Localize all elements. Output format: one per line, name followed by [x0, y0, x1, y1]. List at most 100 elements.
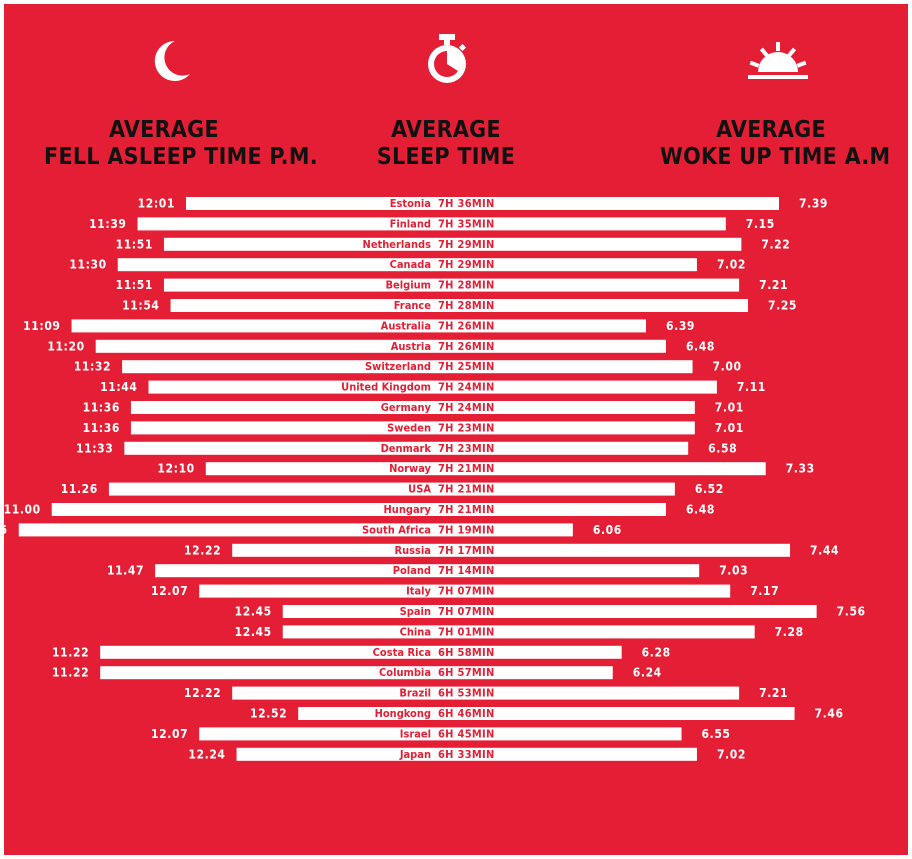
sleep-bar — [71, 319, 646, 333]
asleep-time-label: 11:09 — [23, 319, 60, 333]
woke-time-label: 6.58 — [708, 441, 737, 455]
country-label: Austria — [391, 340, 431, 353]
header-line: WOKE UP TIME A.M — [660, 144, 891, 170]
sleep-bar — [199, 727, 682, 741]
asleep-time-label: 11.00 — [4, 503, 41, 517]
header-fell-asleep: AVERAGE FELL ASLEEP TIME P.M. — [44, 117, 318, 171]
woke-time-label: 6.28 — [642, 645, 671, 659]
country-label: South Africa — [362, 523, 431, 536]
woke-time-label: 7.03 — [719, 564, 748, 578]
country-label: Netherlands — [363, 238, 432, 251]
sleep-bar — [130, 421, 695, 435]
sleep-bar — [18, 523, 573, 537]
asleep-time-label: 12.07 — [151, 584, 188, 598]
sleep-duration-label: 6H 33MIN — [438, 748, 495, 761]
stopwatch-icon — [428, 34, 467, 83]
sleep-bar — [186, 197, 779, 210]
asleep-time-label: 11:36 — [83, 421, 120, 435]
woke-time-label: 7.00 — [713, 360, 742, 374]
asleep-time-label: 11:54 — [122, 299, 159, 313]
header-line: SLEEP TIME — [376, 144, 516, 170]
woke-time-label: 6.06 — [593, 523, 622, 537]
country-label: Sweden — [387, 421, 431, 434]
woke-time-label: 6.39 — [666, 319, 695, 333]
sleep-bar — [51, 503, 666, 516]
country-label: Spain — [400, 605, 431, 618]
woke-time-label: 7.02 — [717, 258, 746, 272]
sleep-duration-label: 7H 21MIN — [438, 462, 495, 475]
country-label: Germany — [381, 401, 432, 414]
asleep-time-label: 11:20 — [47, 339, 84, 353]
woke-time-label: 7.39 — [799, 197, 828, 211]
sleep-bar — [124, 441, 689, 455]
sleep-duration-label: 7H 23MIN — [438, 421, 495, 434]
moon-icon — [154, 40, 190, 81]
country-label: USA — [408, 483, 431, 496]
asleep-time-label: 12.22 — [184, 686, 221, 700]
sleep-bar — [282, 625, 755, 639]
sunrise-icon — [748, 42, 808, 79]
asleep-time-label: 11:39 — [89, 217, 126, 231]
header-sleep-time: AVERAGE SLEEP TIME — [366, 117, 526, 171]
country-label: Poland — [393, 564, 431, 577]
asleep-time-label: 12.07 — [151, 727, 188, 741]
asleep-time-label: 12.45 — [235, 625, 272, 639]
asleep-time-label: 11.26 — [61, 482, 98, 496]
sleep-bar — [163, 237, 742, 251]
asleep-time-label: 11.47 — [107, 564, 144, 578]
woke-time-label: 7.21 — [759, 686, 788, 700]
sleep-bar — [155, 564, 700, 578]
sleep-duration-label: 7H 23MIN — [438, 442, 495, 455]
country-label: Hungary — [384, 503, 432, 516]
asleep-time-label: 11:33 — [76, 441, 113, 455]
header-line: AVERAGE — [716, 117, 826, 143]
asleep-time-label: 12.22 — [184, 543, 221, 557]
woke-time-label: 7.02 — [717, 747, 746, 761]
sleep-duration-label: 7H 26MIN — [438, 340, 495, 353]
woke-time-label: 6.48 — [686, 503, 715, 517]
sleep-duration-label: 7H 14MIN — [438, 564, 495, 577]
woke-time-label: 7.56 — [837, 605, 866, 619]
sleep-bar — [95, 339, 666, 353]
sleep-bar — [108, 482, 675, 496]
asleep-time-label: 10.45 — [0, 523, 8, 537]
country-label: Belgium — [386, 279, 431, 292]
asleep-time-label: 12.52 — [250, 707, 287, 721]
country-label: Denmark — [381, 442, 432, 455]
header-line: AVERAGE — [391, 117, 501, 143]
woke-time-label: 7.01 — [715, 421, 744, 435]
sleep-bar — [236, 747, 697, 761]
woke-time-label: 7.15 — [746, 217, 775, 231]
sleep-bar — [298, 707, 795, 720]
woke-time-label: 7.11 — [737, 380, 766, 394]
asleep-time-label: 12.45 — [235, 605, 272, 619]
sleep-duration-label: 6H 58MIN — [438, 646, 495, 659]
asleep-time-label: 11:30 — [69, 258, 106, 272]
asleep-time-label: 11.22 — [52, 666, 89, 680]
header-line: FELL ASLEEP TIME P.M. — [44, 144, 318, 170]
sleep-duration-label: 7H 24MIN — [438, 381, 495, 394]
sleep-bar — [117, 258, 697, 272]
country-label: Russia — [394, 544, 431, 557]
woke-time-label: 7.44 — [810, 543, 839, 557]
asleep-time-label: 11:32 — [74, 360, 111, 374]
sleep-duration-label: 7H 25MIN — [438, 360, 495, 373]
woke-time-label: 6.52 — [695, 482, 724, 496]
sleep-bar — [130, 401, 695, 414]
country-label: Norway — [389, 462, 431, 475]
country-label: Columbia — [379, 666, 431, 679]
woke-time-label: 7.33 — [786, 462, 815, 476]
sleep-duration-label: 7H 21MIN — [438, 483, 495, 496]
sleep-duration-label: 7H 24MIN — [438, 401, 495, 414]
sleep-bar — [100, 645, 622, 659]
header-line: AVERAGE — [109, 117, 219, 143]
country-label: Hongkong — [375, 707, 431, 720]
asleep-time-label: 12:10 — [157, 462, 194, 476]
country-label: Japan — [399, 748, 431, 761]
country-label: Switzerland — [365, 360, 431, 373]
country-label: Brazil — [399, 687, 431, 700]
asleep-time-label: 11:36 — [83, 401, 120, 415]
woke-time-label: 7.22 — [761, 237, 790, 251]
sleep-bar — [163, 278, 740, 292]
country-label: Canada — [390, 258, 431, 271]
